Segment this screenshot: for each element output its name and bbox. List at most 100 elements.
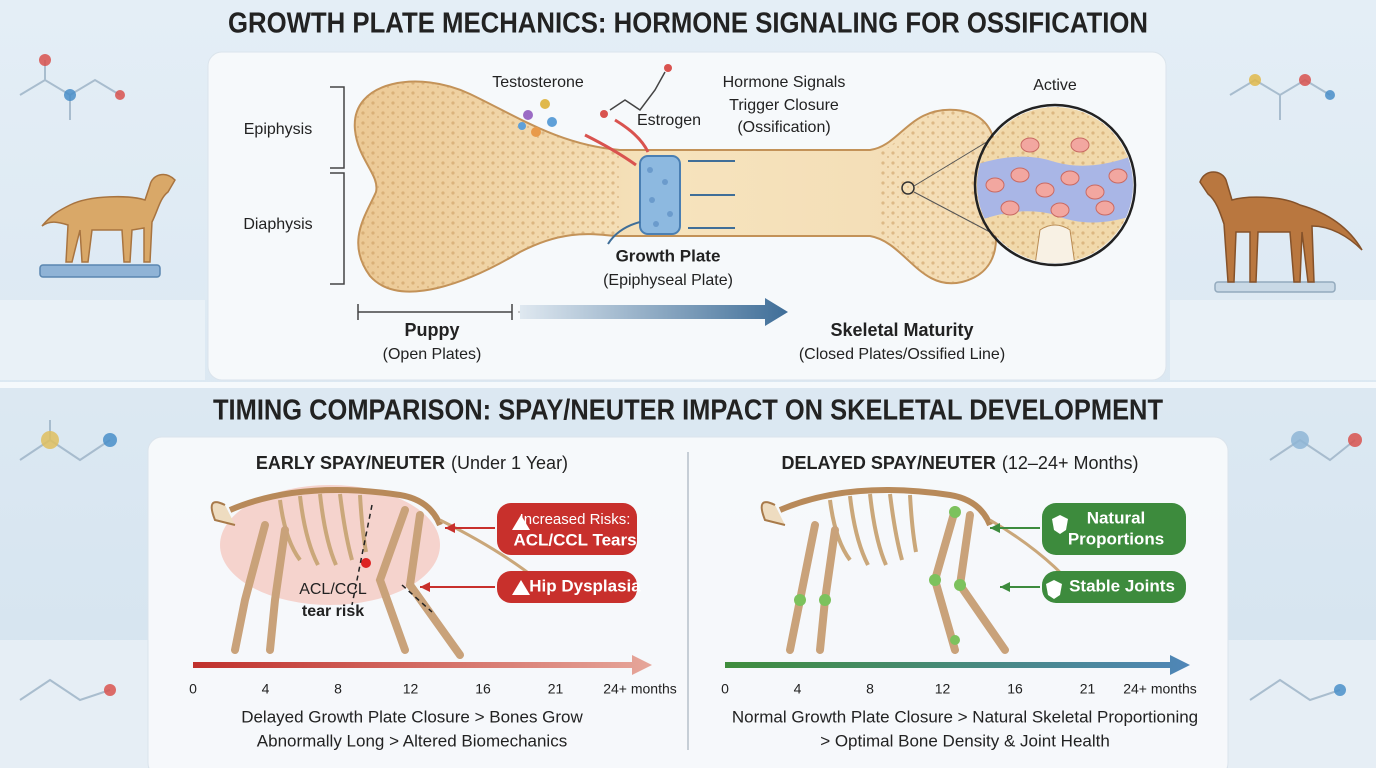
decoration	[950, 635, 960, 645]
growth-plate-label: Growth Plate	[616, 246, 721, 265]
hormone-signals-label: Hormone Signals	[723, 74, 846, 91]
decoration	[0, 640, 148, 768]
decoration	[1060, 170, 1080, 186]
badge-text: Increased Risks:	[520, 511, 631, 528]
decoration	[19, 678, 111, 702]
decoration	[990, 523, 1000, 533]
decoration	[1035, 182, 1055, 198]
annotation: ACL/CCL	[299, 581, 367, 598]
decoration	[1269, 438, 1356, 462]
decoration	[888, 493, 904, 561]
decoration	[39, 264, 161, 278]
summary: Normal Growth Plate Closure > Natural Sk…	[732, 707, 1198, 726]
decoration	[104, 684, 116, 696]
main-title: GROWTH PLATE MECHANICS: HORMONE SIGNALIN…	[228, 8, 1148, 40]
decoration	[1325, 90, 1335, 100]
badge-text: ACL/CCL Tears	[513, 530, 636, 549]
tick-labels: 0 4 8 12 16 21 24+ months 0 4 8 12 16 21 24+ months	[189, 681, 1197, 697]
decoration	[1249, 74, 1261, 86]
decoration	[338, 493, 354, 561]
tick-label: 8	[334, 681, 342, 697]
decoration	[1000, 200, 1020, 216]
decoration	[901, 181, 915, 195]
decoration	[614, 118, 650, 153]
decoration	[760, 501, 786, 526]
tick-label: 24+ months	[603, 681, 677, 697]
decoration	[1050, 202, 1070, 218]
molecule	[518, 64, 672, 137]
bone-texture	[354, 81, 620, 292]
risk-badge	[497, 503, 637, 555]
badge-text: Stable Joints	[1069, 576, 1175, 595]
decoration	[664, 64, 672, 72]
decoration	[0, 300, 205, 380]
decoration	[231, 521, 269, 654]
decoration	[0, 382, 1376, 388]
tick-label: 21	[1080, 681, 1096, 697]
tick-label: 8	[866, 681, 874, 697]
bone-texture	[880, 109, 996, 284]
delayed-heading: DELAYED SPAY/NEUTER (12–24+ Months)	[782, 453, 1139, 473]
delayed-sub: (12–24+ Months)	[1002, 453, 1139, 473]
timeline-end: Skeletal Maturity	[830, 320, 973, 340]
decoration	[210, 501, 236, 526]
testosterone-label: Testosterone	[492, 74, 584, 91]
tick-label: 24+ months	[1123, 681, 1197, 697]
decoration	[600, 110, 608, 118]
decoration	[375, 506, 409, 654]
summary: Delayed Growth Plate Closure > Bones Gro…	[241, 707, 583, 726]
decoration	[653, 221, 659, 227]
decoration	[298, 495, 320, 566]
decoration	[985, 137, 1128, 218]
decoration	[1070, 137, 1090, 153]
decoration	[266, 526, 289, 654]
decoration	[607, 160, 735, 245]
timeline-end-sub: (Closed Plates/Ossified Line)	[799, 346, 1005, 363]
decoration	[1228, 640, 1376, 768]
decoration	[1334, 684, 1346, 696]
early-title: EARLY SPAY/NEUTER	[256, 453, 445, 473]
diaphysis-label: Diaphysis	[243, 216, 312, 233]
early-sub: (Under 1 Year)	[451, 453, 568, 473]
decoration	[512, 515, 530, 530]
decoration	[523, 110, 533, 120]
timeline-arrow	[520, 298, 788, 326]
decoration	[278, 493, 368, 566]
summary: > Optimal Bone Density & Joint Health	[820, 731, 1110, 750]
decoration	[794, 506, 966, 645]
decoration	[647, 167, 673, 227]
decoration	[358, 494, 368, 553]
decoration	[584, 118, 650, 167]
epiphysis-label: Epiphysis	[244, 121, 312, 138]
decoration	[39, 54, 1362, 696]
decoration	[405, 511, 464, 659]
annotation: tear risk	[302, 603, 364, 620]
decoration	[357, 304, 513, 320]
decoration	[1229, 78, 1331, 120]
decoration	[318, 493, 338, 566]
decoration	[649, 197, 655, 203]
inset-detail	[977, 107, 1133, 263]
tick-label: 4	[794, 681, 802, 697]
decoration	[231, 506, 464, 659]
decoration	[1095, 200, 1115, 216]
decoration	[667, 211, 673, 217]
bracket	[330, 86, 345, 285]
tick-label: 0	[189, 681, 197, 697]
tick-label: 0	[721, 681, 729, 697]
decoration	[1214, 281, 1336, 293]
decoration	[1299, 74, 1311, 86]
tick-label: 12	[403, 681, 419, 697]
badge-text: Proportions	[1068, 529, 1164, 548]
decoration	[531, 127, 541, 137]
decoration	[547, 117, 557, 127]
timeline-start: Puppy	[404, 320, 459, 340]
decoration	[908, 494, 918, 553]
decoration	[64, 89, 76, 101]
growth-plate	[639, 155, 681, 235]
decoration	[973, 103, 1137, 267]
tick-label: 21	[548, 681, 564, 697]
early-skeleton	[210, 485, 562, 659]
benefit-badge	[1042, 571, 1186, 603]
